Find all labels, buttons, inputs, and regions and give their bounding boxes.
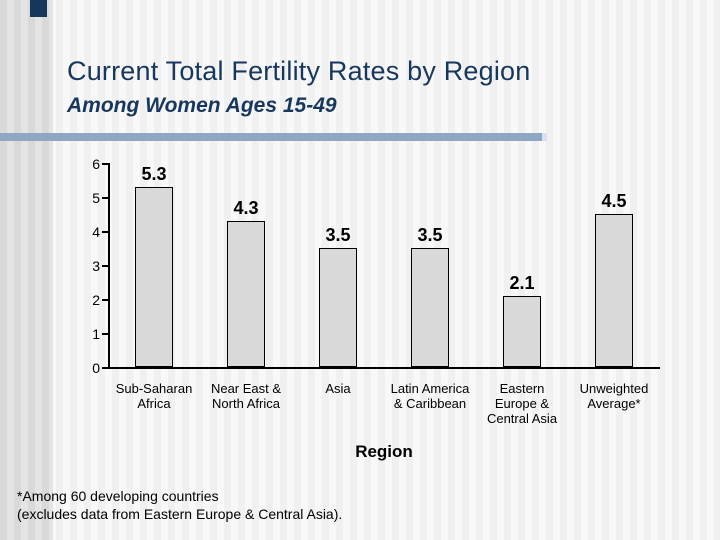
page-title: Current Total Fertility Rates by Region <box>67 56 531 86</box>
bar <box>411 248 449 367</box>
bar <box>135 186 173 367</box>
bar-value-label: 3.5 <box>417 225 443 245</box>
accent-square <box>30 0 47 17</box>
category-label: Near East & North Africa <box>210 381 282 411</box>
category-label: Asia <box>325 381 351 396</box>
bar <box>227 220 265 367</box>
category-label: Eastern Europe & Central Asia <box>486 381 558 426</box>
y-tick-label: 0 <box>92 360 100 376</box>
y-axis-tick <box>102 367 108 369</box>
x-axis-line <box>108 367 660 369</box>
bar <box>319 248 357 367</box>
footnote-line-2: (excludes data from Eastern Europe & Cen… <box>17 506 343 522</box>
y-tick-label: 6 <box>92 156 100 172</box>
bar-value-label: 2.1 <box>509 272 535 293</box>
footnote-line-1: *Among 60 developing countries <box>17 488 219 504</box>
category-label: Sub-Saharan Africa <box>115 381 193 411</box>
bar-value-label: 4.5 <box>601 191 627 211</box>
y-axis-line <box>108 163 110 367</box>
y-tick-label: 2 <box>92 292 100 308</box>
left-stripe-band <box>0 0 53 540</box>
bar <box>503 295 541 367</box>
bar <box>595 214 633 367</box>
y-axis-tick <box>102 333 108 335</box>
x-axis-title: Region <box>355 442 413 461</box>
y-tick-label: 1 <box>92 326 100 342</box>
y-tick-label: 5 <box>92 190 100 206</box>
page-subtitle: Among Women Ages 15-49 <box>67 94 337 117</box>
divider-tip <box>542 133 547 141</box>
title-divider <box>0 133 547 141</box>
y-axis-tick <box>102 265 108 267</box>
y-axis-tick <box>102 231 108 233</box>
y-tick-label: 4 <box>92 224 100 240</box>
category-label: Unweighted Average* <box>579 381 649 411</box>
y-tick-label: 3 <box>92 258 100 274</box>
bar-value-label: 5.3 <box>141 163 167 184</box>
y-axis-tick <box>102 163 108 165</box>
bar-value-label: 4.3 <box>233 197 259 218</box>
y-axis-tick <box>102 197 108 199</box>
category-label: Latin America & Caribbean <box>390 381 470 411</box>
bar-value-label: 3.5 <box>325 225 351 245</box>
y-axis-tick <box>102 299 108 301</box>
